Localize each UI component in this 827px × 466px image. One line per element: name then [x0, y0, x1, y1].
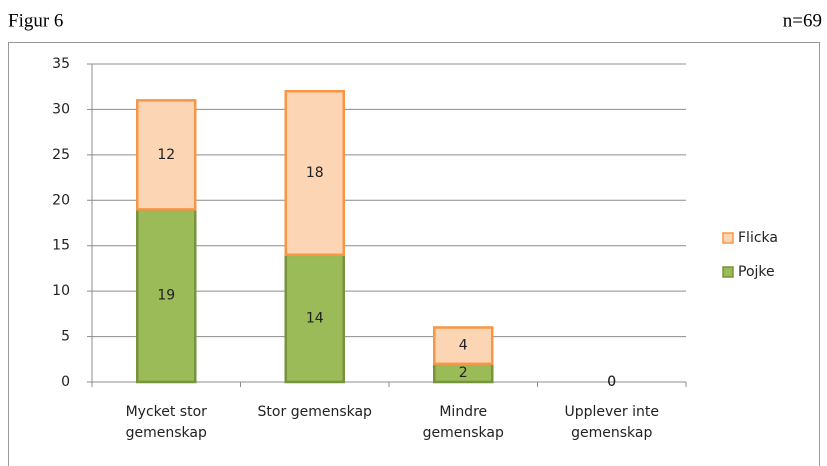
- bar-segment: [284, 90, 345, 257]
- chart-subtitle: n=69: [783, 10, 822, 31]
- data-label: 0: [607, 374, 616, 390]
- bar-segment: [284, 253, 345, 384]
- legend-label: Pojke: [738, 264, 775, 280]
- bar-segment: [136, 99, 197, 211]
- x-tick-label: Stor gemenskap: [258, 404, 373, 420]
- data-label: 2: [459, 365, 468, 381]
- legend-swatch: [722, 266, 734, 278]
- data-label: 18: [306, 165, 324, 181]
- x-tick-label: Upplever inte gemenskap: [565, 404, 660, 441]
- y-tick-label: 10: [52, 283, 70, 299]
- bar-segment: [433, 326, 494, 366]
- x-tick-label-line: gemenskap: [423, 425, 504, 441]
- chart-border: [8, 42, 820, 466]
- y-tick-label: 0: [61, 374, 70, 390]
- data-label: 0: [607, 374, 616, 390]
- y-tick-label: 5: [61, 329, 70, 345]
- y-tick-label: 35: [52, 56, 70, 72]
- y-tick-label: 25: [52, 147, 70, 163]
- data-label: 4: [459, 338, 468, 354]
- y-tick-label: 20: [52, 192, 70, 208]
- y-tick-label: 30: [52, 101, 70, 117]
- bar-segment: [136, 208, 197, 384]
- data-label: 14: [306, 310, 324, 326]
- legend-swatch: [722, 232, 734, 244]
- data-label: 12: [157, 147, 175, 163]
- chart-title: Figur 6: [8, 10, 63, 31]
- x-tick-label-line: Mycket stor: [126, 404, 208, 420]
- y-tick-label: 15: [52, 238, 70, 254]
- x-tick-label: Mycket stor gemenskap: [126, 404, 208, 441]
- x-tick-label-line: Mindre: [439, 404, 487, 420]
- legend-label: Flicka: [738, 230, 778, 246]
- x-tick-label-line: gemenskap: [126, 425, 207, 441]
- x-tick-label: Mindre gemenskap: [423, 404, 504, 441]
- x-tick-label-line: gemenskap: [571, 425, 652, 441]
- x-tick-label-line: Upplever inte: [565, 404, 660, 420]
- x-tick-label-line: Stor gemenskap: [258, 404, 373, 420]
- data-label: 19: [157, 288, 175, 304]
